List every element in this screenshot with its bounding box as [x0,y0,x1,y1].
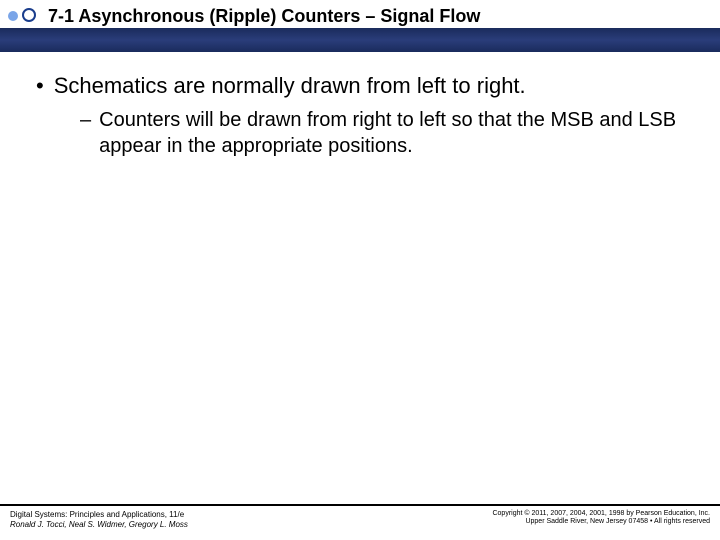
slide-footer: Digital Systems: Principles and Applicat… [0,504,720,540]
circle-ring-icon [22,8,36,22]
circle-fill-icon [8,11,18,21]
sub-bullet-text: Counters will be drawn from right to lef… [99,107,684,159]
bullet-dash-icon: – [80,107,91,159]
book-title: Digital Systems: Principles and Applicat… [10,510,184,519]
bullet-dot-icon: • [36,72,44,101]
slide-header: 7-1 Asynchronous (Ripple) Counters – Sig… [0,0,720,54]
slide-content: • Schematics are normally drawn from lef… [0,54,720,159]
main-bullet-text: Schematics are normally drawn from left … [54,72,526,101]
main-bullet: • Schematics are normally drawn from lef… [36,72,684,101]
slide-title: 7-1 Asynchronous (Ripple) Counters – Sig… [48,6,480,27]
authors: Ronald J. Tocci, Neal S. Widmer, Gregory… [10,520,188,529]
sub-bullet: – Counters will be drawn from right to l… [36,107,684,159]
copyright-line-2: Upper Saddle River, New Jersey 07458 • A… [525,518,710,525]
copyright-line-1: Copyright © 2011, 2007, 2004, 2001, 1998… [492,510,710,517]
header-bar [0,28,720,52]
footer-right: Copyright © 2011, 2007, 2004, 2001, 1998… [492,510,710,527]
footer-left: Digital Systems: Principles and Applicat… [10,510,188,529]
